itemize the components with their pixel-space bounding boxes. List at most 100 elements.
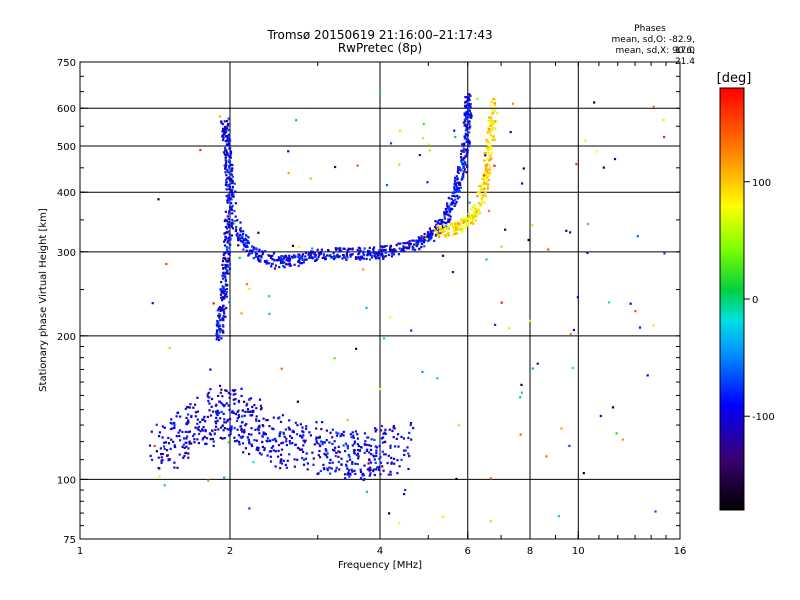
echo-point — [245, 404, 248, 407]
echo-point — [293, 465, 296, 468]
echo-point — [218, 327, 221, 330]
echo-point — [321, 442, 324, 446]
echo-point — [458, 183, 461, 186]
echo-point — [245, 422, 248, 426]
echo-point — [237, 409, 240, 412]
echo-point — [480, 197, 483, 200]
echo-point — [455, 175, 458, 178]
echo-point — [350, 436, 353, 439]
echo-point — [484, 174, 487, 177]
echo-point — [194, 415, 197, 418]
echo-point — [237, 413, 240, 417]
echo-point — [279, 431, 282, 434]
echo-point — [230, 198, 233, 201]
echo-point — [398, 522, 401, 525]
echo-point — [196, 396, 199, 399]
echo-point — [374, 468, 377, 471]
echo-point — [459, 219, 462, 222]
echo-point — [457, 171, 460, 175]
echo-point — [359, 258, 362, 261]
echo-point — [211, 397, 214, 401]
echo-point — [420, 243, 424, 246]
echo-point — [486, 146, 489, 149]
echo-point — [272, 416, 275, 419]
echo-point — [224, 283, 228, 286]
echo-point — [443, 224, 446, 227]
echo-point — [162, 445, 166, 448]
echo-point — [344, 450, 347, 453]
echo-point — [239, 227, 242, 230]
echo-point — [246, 410, 249, 413]
echo-point — [223, 129, 226, 132]
echo-point — [374, 427, 377, 430]
echo-point — [456, 226, 459, 229]
echo-point — [417, 239, 420, 242]
echo-point — [209, 438, 212, 441]
echo-point — [315, 438, 318, 441]
echo-point — [382, 469, 385, 472]
echo-point — [489, 171, 492, 174]
echo-point — [222, 412, 225, 415]
echo-point — [288, 254, 291, 257]
echo-point — [220, 296, 223, 299]
echo-point — [391, 250, 394, 253]
echo-point — [224, 129, 227, 132]
echo-point — [489, 133, 492, 137]
echo-point — [223, 239, 227, 242]
echo-point — [454, 202, 457, 206]
echo-point — [225, 389, 228, 392]
echo-point — [311, 451, 314, 454]
echo-point — [297, 264, 300, 268]
echo-point — [209, 388, 212, 391]
echo-point — [183, 446, 186, 449]
echo-point — [320, 252, 323, 255]
echo-point — [205, 442, 208, 445]
echo-point — [335, 431, 338, 434]
echo-point — [441, 254, 444, 257]
echo-point — [408, 455, 411, 458]
echo-point — [449, 215, 452, 218]
echo-point — [491, 112, 494, 115]
echo-point — [217, 428, 220, 431]
echo-point — [447, 220, 450, 224]
echo-point — [293, 254, 296, 257]
echo-point — [430, 231, 433, 234]
echo-point — [327, 249, 330, 252]
echo-point — [219, 319, 222, 322]
echo-point — [233, 427, 236, 430]
echo-point — [356, 449, 360, 452]
echo-point — [198, 432, 201, 436]
echo-point — [391, 248, 394, 251]
echo-point — [451, 201, 455, 204]
echo-point — [161, 452, 164, 456]
echo-point — [234, 392, 237, 395]
echo-point — [203, 435, 206, 438]
x-tick-label: 8 — [527, 546, 533, 557]
echo-point — [226, 201, 229, 204]
echo-point — [467, 212, 470, 215]
echo-point — [199, 430, 202, 433]
echo-point — [257, 449, 260, 452]
echo-point — [328, 441, 331, 444]
echo-point — [158, 435, 161, 438]
echo-point — [381, 245, 385, 249]
echo-point — [396, 472, 399, 475]
echo-point — [368, 458, 371, 461]
echo-point — [408, 240, 411, 243]
echo-point — [222, 151, 226, 154]
echo-point — [351, 248, 354, 251]
echo-point — [426, 181, 429, 184]
echo-point — [377, 468, 380, 471]
echo-point — [285, 466, 288, 469]
echo-point — [219, 417, 222, 420]
echo-point — [320, 428, 323, 431]
echo-point — [408, 243, 411, 246]
echo-point — [473, 204, 476, 207]
echo-point — [222, 289, 225, 292]
echo-point — [205, 437, 209, 440]
echo-point — [456, 221, 460, 224]
echo-point — [441, 515, 445, 519]
echo-point — [212, 444, 215, 448]
echo-point — [295, 119, 298, 122]
